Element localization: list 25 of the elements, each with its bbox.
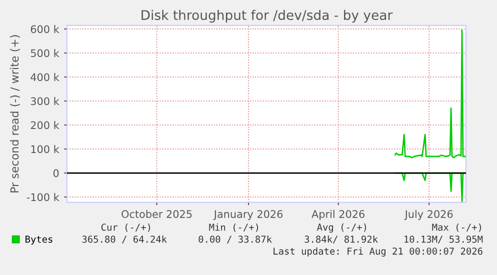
y-tick-label: 100 k	[31, 145, 60, 154]
text: Min (-/+)	[209, 223, 258, 232]
x-tick-label: April 2026	[312, 210, 364, 220]
text: 10.13M/ 53.95M	[404, 236, 483, 244]
text: Avg (-/+)	[317, 223, 366, 233]
y-axis-title: Pr second read (-) / write (+)	[10, 35, 20, 192]
y-tick-label: 200 k	[30, 121, 60, 130]
text: 3.84k/ 81.92k	[304, 235, 378, 244]
y-tick-label: 300 k	[30, 97, 60, 106]
x-tick-label: October 2025	[122, 210, 192, 218]
text: Max (-/+)	[432, 223, 482, 232]
y-tick-label: 500 k	[30, 49, 60, 58]
text: Last update: Fri Aug 21 00:00:07 2026	[274, 247, 482, 257]
line-series	[394, 30, 466, 158]
legend-label: Bytes	[26, 236, 52, 245]
y-tick-label: 400 k	[30, 73, 60, 82]
chart-title: Disk throughput for /dev/sda - by year	[142, 10, 393, 23]
text: 365.80 / 64.24k	[82, 235, 167, 244]
text: 0.00 / 33.87k	[198, 235, 272, 244]
y-tick-label: -100 k	[26, 193, 60, 202]
y-tick-label: 600 k	[30, 25, 60, 34]
x-tick-label: July 2026	[404, 210, 453, 220]
y-tick-label: 0	[53, 169, 59, 178]
x-tick-label: January 2026	[213, 210, 283, 220]
text: Cur (-/+)	[101, 223, 150, 232]
